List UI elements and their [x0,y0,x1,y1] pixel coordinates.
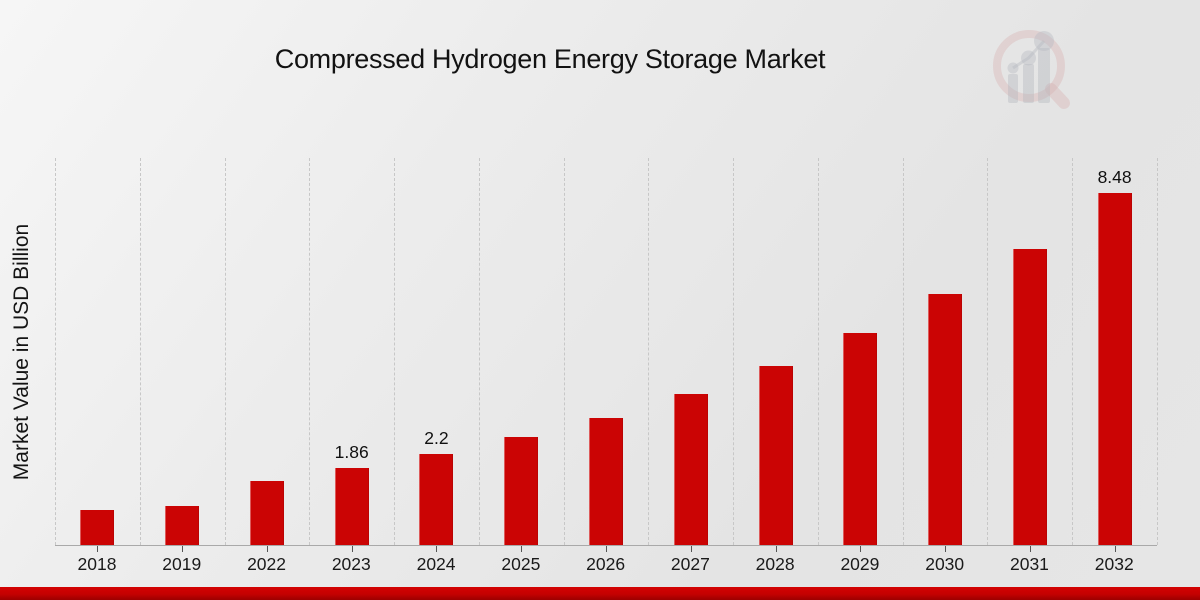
gridline [902,158,904,545]
bar-2027 [673,394,708,545]
bar-2024 [419,453,454,545]
x-axis-tick [690,546,692,552]
gridline [309,158,311,545]
bar-2026 [589,417,623,545]
gridline [563,158,565,545]
data-label-2023: 1.86 [334,441,369,462]
x-axis-tick [1029,546,1031,552]
x-axis-label-2022: 2022 [247,554,286,574]
bar-2022 [249,480,284,545]
bar-2029 [843,333,878,545]
data-label-2024: 2.2 [424,427,449,448]
bar-2019 [165,505,200,545]
x-axis-label-2028: 2028 [755,554,795,574]
chart-title: Compressed Hydrogen Energy Storage Marke… [274,44,826,74]
x-axis-tick [266,546,268,552]
bar-2025 [504,437,539,545]
x-axis-label-2030: 2030 [925,554,965,574]
x-axis-label-2024: 2024 [416,554,456,574]
x-axis-tick [182,546,184,552]
logo-dot-small [1007,62,1019,74]
gridline [987,158,989,545]
x-axis-tick [775,546,777,552]
footer-accent-band [0,587,1200,600]
logo-bar-medium [1023,64,1034,103]
magnifier-ring-icon [993,30,1065,102]
y-axis-label: Market Value in USD Billion [10,223,33,481]
x-axis-tick [436,546,438,552]
magnifier-bar-chart-logo [993,30,1070,109]
magnifier-handle-icon [1045,83,1070,109]
gridline [55,158,56,545]
gridline [648,158,650,545]
logo-bar-tall [1038,48,1050,103]
gridline [1072,158,1074,545]
logo-trend-line [1012,39,1046,70]
x-axis-label-2027: 2027 [670,554,710,574]
x-axis-label-2032: 2032 [1094,554,1134,574]
gridline [478,158,480,545]
logo-dot-large [1034,31,1054,51]
x-axis-label-2029: 2029 [840,554,880,574]
gridline [394,158,396,545]
x-axis-label-2031: 2031 [1009,554,1049,574]
data-label-2032: 8.48 [1097,167,1132,188]
x-axis-label-2025: 2025 [501,554,541,574]
x-axis-label-2023: 2023 [331,554,371,574]
gridline [224,158,226,545]
bar-2028 [758,365,793,545]
gridline [139,158,141,545]
x-axis-tick [860,546,862,552]
x-axis-label-2018: 2018 [77,554,117,574]
gridline [1157,158,1158,545]
x-axis-tick [351,546,353,552]
bar-2031 [1012,249,1047,545]
bar-2023 [334,467,369,545]
bar-2018 [80,510,115,545]
x-axis-tick [521,546,523,552]
bar-2032 [1097,193,1132,545]
logo-bar-small [1008,74,1018,103]
x-axis-label-2026: 2026 [586,554,626,574]
gridline [733,158,735,545]
plot-area: 2018 2019 2022 1.86 2023 2.2 2024 2025 2026 2027 2… [55,158,1158,574]
gridline [817,158,819,545]
x-axis-tick [1114,546,1116,552]
logo-dot-medium [1021,50,1036,66]
x-axis-label-2019: 2019 [162,554,202,574]
x-axis-tick [945,546,947,552]
x-axis-tick [606,546,607,552]
x-axis-tick [97,546,99,552]
bar-2030 [928,294,963,545]
